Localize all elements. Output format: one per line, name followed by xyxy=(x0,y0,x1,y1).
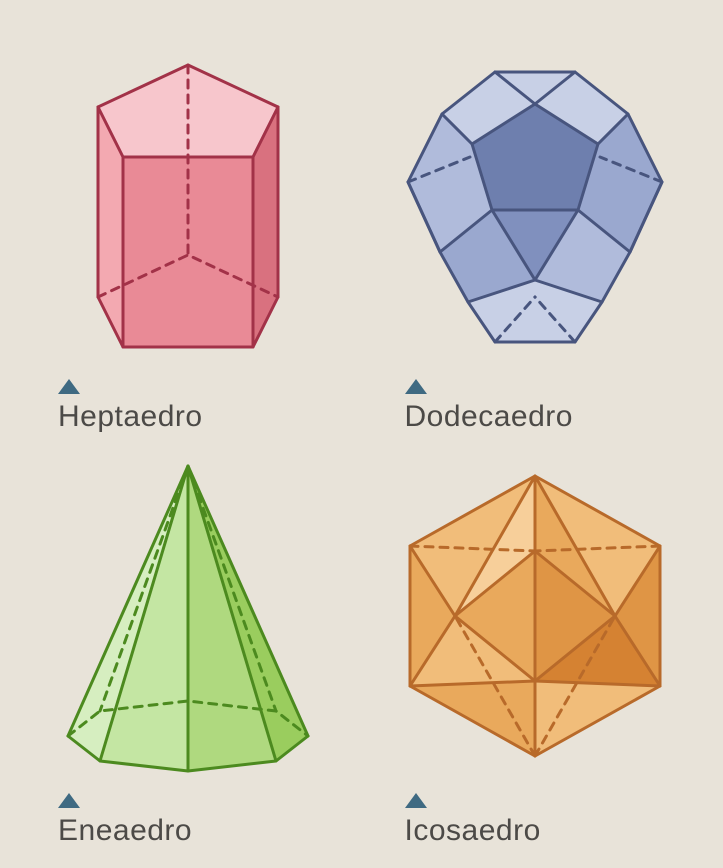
shape-wrap-eneaedro xyxy=(20,444,357,787)
caption-dodecaedro: Dodecaedro xyxy=(405,379,573,434)
caption-marker-icon xyxy=(58,793,80,808)
cell-icosaedro: Icosaedro xyxy=(367,444,704,848)
caption-marker-icon xyxy=(405,793,427,808)
shape-wrap-heptaedro xyxy=(20,30,357,373)
icosaedro-svg xyxy=(385,456,685,776)
caption-marker-icon xyxy=(58,379,80,394)
label-dodecaedro: Dodecaedro xyxy=(405,400,573,434)
cell-heptaedro: Heptaedro xyxy=(20,30,357,434)
caption-marker-icon xyxy=(405,379,427,394)
label-eneaedro: Eneaedro xyxy=(58,814,192,848)
shapes-grid: Heptaedro xyxy=(0,0,723,868)
label-icosaedro: Icosaedro xyxy=(405,814,541,848)
eneaedro-svg xyxy=(38,446,338,786)
caption-heptaedro: Heptaedro xyxy=(58,379,203,434)
dodecaedro-svg xyxy=(380,42,690,362)
heptaedro-svg xyxy=(38,37,338,367)
shape-wrap-dodecaedro xyxy=(367,30,704,373)
shape-wrap-icosaedro xyxy=(367,444,704,787)
caption-icosaedro: Icosaedro xyxy=(405,793,541,848)
caption-eneaedro: Eneaedro xyxy=(58,793,192,848)
label-heptaedro: Heptaedro xyxy=(58,400,203,434)
page: Heptaedro xyxy=(0,0,723,868)
cell-eneaedro: Eneaedro xyxy=(20,444,357,848)
cell-dodecaedro: Dodecaedro xyxy=(367,30,704,434)
